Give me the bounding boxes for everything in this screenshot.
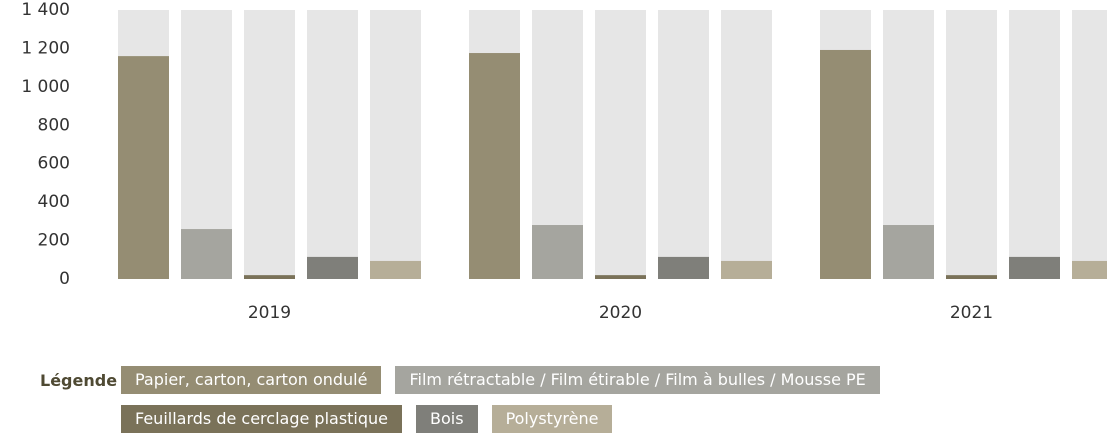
bar (946, 275, 997, 279)
background-bar (658, 10, 709, 279)
y-tick-label: 200 (38, 231, 70, 251)
legend-title: Légende (40, 371, 118, 390)
legend-items: Papier, carton, carton ondulé Film rétrac… (121, 366, 1021, 433)
bar (244, 275, 295, 279)
bar (370, 260, 421, 279)
y-tick-label: 600 (38, 154, 70, 174)
y-tick-label: 1 000 (21, 77, 70, 97)
bar (658, 256, 709, 279)
bar (181, 229, 232, 279)
legend-item: Bois (416, 405, 478, 433)
bar (532, 225, 583, 279)
legend-item: Papier, carton, carton ondulé (121, 366, 382, 394)
bar (118, 56, 169, 279)
bar (721, 260, 772, 279)
bar (1009, 256, 1060, 279)
background-bar (370, 10, 421, 279)
background-bar (1072, 10, 1107, 279)
background-bar (1009, 10, 1060, 279)
bar (469, 53, 520, 279)
bar (307, 256, 358, 279)
y-tick-label: 800 (38, 115, 70, 135)
y-tick-label: 0 (59, 269, 70, 289)
legend-item: Polystyrène (491, 405, 613, 433)
x-tick-label: 2020 (599, 303, 642, 323)
bar (820, 49, 871, 279)
y-tick-label: 1 400 (21, 0, 70, 20)
background-bar (595, 10, 646, 279)
x-tick-label: 2019 (248, 303, 291, 323)
bar (595, 275, 646, 279)
background-bar (307, 10, 358, 279)
background-bar (946, 10, 997, 279)
y-tick-label: 1 200 (21, 38, 70, 58)
legend-item: Film rétractable / Film étirable / Film … (395, 366, 880, 394)
background-bar (244, 10, 295, 279)
legend-item: Feuillards de cerclage plastique (121, 405, 403, 433)
legend: Légende Papier, carton, carton ondulé Fil… (40, 366, 1040, 433)
bar (883, 225, 934, 279)
chart: 0 200 400 600 800 1 000 1 200 1 400 2019 2020 2021 (21, 0, 1107, 323)
background-bar (721, 10, 772, 279)
bar (1072, 260, 1107, 279)
x-tick-label: 2021 (950, 303, 993, 323)
y-tick-label: 400 (38, 192, 70, 212)
